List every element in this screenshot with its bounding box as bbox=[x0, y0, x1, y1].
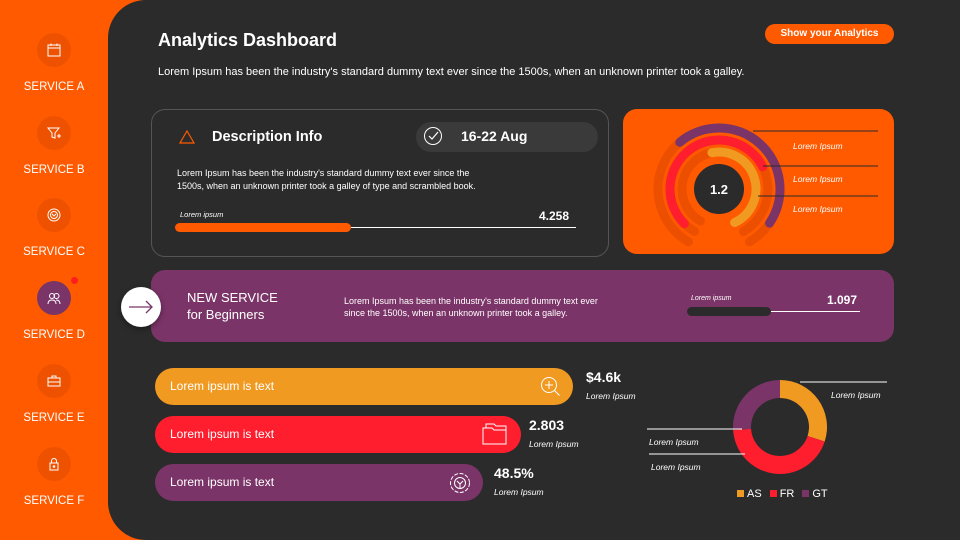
users-icon bbox=[37, 281, 71, 315]
metric-bar-2[interactable]: Lorem ipsum is text bbox=[155, 416, 521, 453]
check-circle-icon bbox=[424, 127, 442, 145]
arrow-button[interactable] bbox=[121, 287, 161, 327]
card-text-line: 1500s, when an unknown printer took a ga… bbox=[177, 181, 476, 191]
donut-label: Lorem Ipsum bbox=[651, 462, 701, 472]
donut-slice-gt bbox=[733, 380, 780, 430]
gauge-label: Lorem Ipsum bbox=[793, 204, 843, 214]
sidebar-item-label: SERVICE D bbox=[23, 329, 85, 341]
warning-triangle-icon bbox=[179, 130, 195, 144]
sidebar-item-service-d[interactable]: SERVICE D bbox=[0, 277, 108, 341]
lock-icon bbox=[37, 447, 71, 481]
gauge-arc bbox=[707, 147, 761, 228]
date-range: 16-22 Aug bbox=[461, 128, 528, 144]
metric-caption: Lorem Ipsum bbox=[529, 439, 579, 449]
gauge-label: Lorem Ipsum bbox=[793, 174, 843, 184]
bar-label: Lorem ipsum is text bbox=[170, 427, 275, 441]
gear-icon bbox=[37, 198, 71, 232]
new-service-text: Lorem Ipsum has been the industry's stan… bbox=[344, 295, 598, 319]
legend-label: FR bbox=[779, 488, 795, 500]
progress-fill bbox=[175, 223, 351, 232]
date-range-pill[interactable] bbox=[416, 122, 598, 152]
card-text: Lorem Ipsum has been the industry's stan… bbox=[177, 167, 476, 193]
gear-icon bbox=[450, 473, 470, 493]
notification-dot bbox=[71, 277, 78, 284]
page-subtitle: Lorem Ipsum has been the industry's stan… bbox=[158, 66, 745, 78]
bar-label: Lorem ipsum is text bbox=[170, 475, 275, 489]
briefcase-icon bbox=[37, 364, 71, 398]
text-line: Lorem Ipsum has been the industry's stan… bbox=[344, 296, 598, 306]
metric-value: 48.5% bbox=[494, 465, 534, 481]
gauge-label: Lorem Ipsum bbox=[793, 141, 843, 151]
text-line: since the 1500s, when an unknown printer… bbox=[344, 308, 568, 318]
sidebar-item-label: SERVICE C bbox=[23, 246, 85, 258]
donut-slice-fr bbox=[733, 428, 825, 475]
bar-label: Lorem ipsum is text bbox=[170, 379, 275, 393]
metric-value: $4.6k bbox=[586, 369, 622, 385]
legend-label: AS bbox=[747, 488, 762, 500]
card-text-line: Lorem Ipsum has been the industry's stan… bbox=[177, 168, 470, 178]
legend-swatch bbox=[769, 490, 777, 497]
progress-track bbox=[176, 227, 576, 228]
title-line: for Beginners bbox=[187, 307, 265, 322]
funnel-plus-icon bbox=[37, 116, 71, 150]
calendar-icon bbox=[37, 33, 71, 67]
gauge-chart bbox=[653, 123, 878, 247]
sidebar-item-service-e[interactable]: SERVICE E bbox=[0, 364, 108, 424]
sidebar-item-service-b[interactable]: SERVICE B bbox=[0, 116, 108, 176]
donut-label: Lorem Ipsum bbox=[831, 390, 881, 400]
metric-value: 2.803 bbox=[529, 417, 565, 433]
gauge-center bbox=[694, 164, 744, 214]
progress-fill bbox=[687, 307, 772, 316]
sidebar-item-service-c[interactable]: SERVICE C bbox=[0, 198, 108, 258]
donut-label: Lorem Ipsum bbox=[649, 437, 699, 447]
metric-caption: Lorem Ipsum bbox=[494, 487, 544, 497]
sidebar-item-label: SERVICE F bbox=[23, 495, 85, 507]
metric-bar-3[interactable]: Lorem ipsum is text bbox=[155, 464, 483, 501]
show-analytics-button[interactable]: Show your Analytics bbox=[765, 24, 894, 44]
legend-item-fr: FR bbox=[769, 488, 795, 500]
folder-icon bbox=[482, 423, 507, 445]
sidebar-item-label: SERVICE A bbox=[23, 81, 85, 93]
arrow-right-icon bbox=[129, 300, 153, 314]
metric-bar-1[interactable]: Lorem ipsum is text bbox=[155, 368, 573, 405]
gauge-arc bbox=[675, 123, 785, 228]
description-card bbox=[151, 109, 609, 257]
donut-legend: AS FR GT bbox=[737, 488, 828, 500]
zoom-in-icon bbox=[541, 377, 560, 396]
legend-swatch bbox=[802, 490, 810, 497]
progress-value: 4.258 bbox=[539, 209, 570, 223]
progress-value: 1.097 bbox=[827, 293, 858, 307]
legend-label: GT bbox=[812, 488, 828, 500]
card-title: Description Info bbox=[212, 129, 323, 145]
donut-chart bbox=[647, 380, 887, 475]
sidebar-item-label: SERVICE E bbox=[23, 412, 85, 424]
page-title: Analytics Dashboard bbox=[158, 30, 338, 50]
legend-item-as: AS bbox=[737, 488, 762, 500]
legend-swatch bbox=[737, 490, 744, 497]
new-service-title: NEW SERVICE for Beginners bbox=[187, 289, 278, 323]
sidebar-item-service-f[interactable]: SERVICE F bbox=[0, 447, 108, 507]
donut-slice-as bbox=[780, 380, 827, 442]
metric-caption: Lorem Ipsum bbox=[586, 391, 636, 401]
progress-label: Lorem ipsum bbox=[691, 295, 732, 302]
progress-track bbox=[688, 311, 860, 312]
progress-label: Lorem ipsum bbox=[180, 210, 224, 219]
legend-item-gt: GT bbox=[802, 488, 828, 500]
sidebar-item-service-a[interactable]: SERVICE A bbox=[0, 33, 108, 93]
gauge-value: 1.2 bbox=[709, 182, 729, 197]
sidebar-item-label: SERVICE B bbox=[23, 164, 85, 176]
new-service-banner bbox=[151, 270, 894, 342]
gauge-arc bbox=[665, 135, 768, 229]
title-line: NEW SERVICE bbox=[187, 290, 278, 305]
